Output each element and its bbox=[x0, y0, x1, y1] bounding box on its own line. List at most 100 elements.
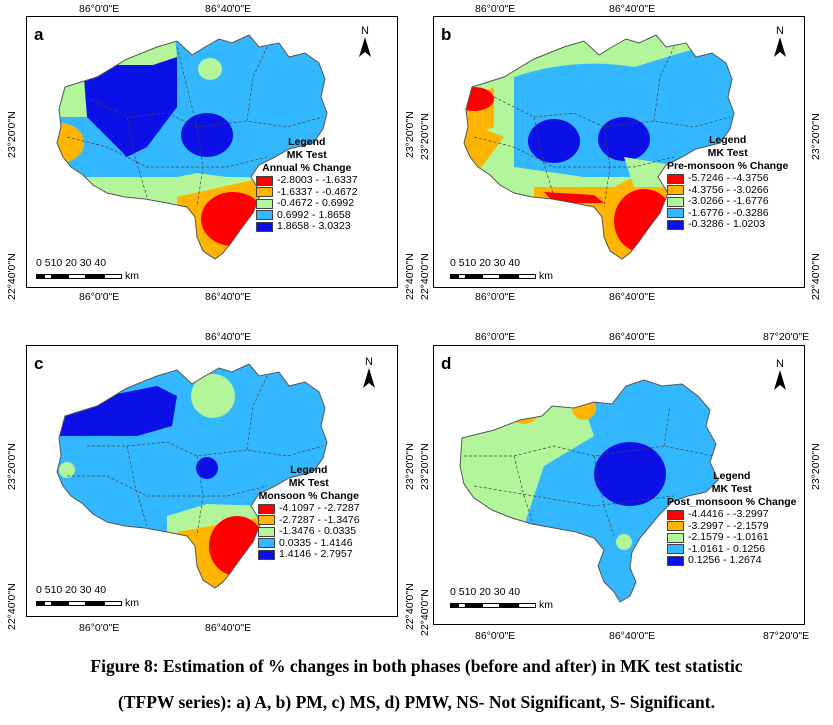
lon-tick: 86°0'0"E bbox=[475, 630, 516, 642]
scale-unit: km bbox=[539, 599, 553, 611]
legend-title: Legend bbox=[713, 470, 751, 482]
legend-swatch bbox=[258, 549, 275, 560]
legend-swatch bbox=[667, 208, 684, 219]
legend-b: Legend MK Test Pre-monsoon % Change -5.7… bbox=[667, 134, 788, 231]
lon-tick: 86°0'0"E bbox=[475, 3, 516, 15]
north-arrow: N bbox=[769, 358, 791, 395]
lat-tick: 23°20'0"N bbox=[810, 113, 822, 160]
north-arrow: N bbox=[769, 25, 791, 62]
legend-range: 0.0335 - 1.4146 bbox=[279, 536, 353, 549]
legend-swatch bbox=[256, 187, 273, 198]
scale-bar: 0 510 20 30 40 km bbox=[36, 584, 139, 609]
north-label: N bbox=[365, 356, 373, 368]
legend-item: -1.6776 - -0.3286 bbox=[667, 207, 788, 220]
lat-tick: 23°20'0"N bbox=[6, 111, 18, 158]
lon-tick: 86°40'0"E bbox=[205, 622, 252, 634]
scale-unit: km bbox=[539, 270, 553, 282]
legend-item: -0.3286 - 1.0203 bbox=[667, 218, 788, 231]
north-label: N bbox=[361, 25, 369, 37]
legend-range: -4.1097 - -2.7287 bbox=[279, 502, 360, 514]
lon-tick: 86°40'0"E bbox=[609, 630, 656, 642]
panel-d: d N Legend MK Test Post_monsoon % Change… bbox=[433, 345, 805, 625]
legend-swatch bbox=[667, 219, 684, 230]
legend-variable: Annual % Change bbox=[262, 162, 352, 174]
map-c bbox=[56, 363, 328, 589]
legend-subtitle: MK Test bbox=[286, 149, 327, 161]
legend-swatch bbox=[258, 526, 275, 537]
legend-d: Legend MK Test Post_monsoon % Change -4.… bbox=[667, 470, 797, 567]
north-arrow-icon bbox=[363, 368, 375, 388]
panel-label: d bbox=[441, 354, 452, 373]
legend-item: -3.2997 - -2.1579 bbox=[667, 520, 797, 533]
scale-bar: 0 510 20 30 40 km bbox=[36, 257, 139, 282]
legend-swatch bbox=[667, 185, 684, 196]
lon-tick: 86°40'0"E bbox=[205, 331, 252, 343]
legend-swatch bbox=[667, 555, 684, 566]
lon-tick: 86°0'0"E bbox=[79, 3, 120, 15]
panel-label: a bbox=[34, 25, 44, 44]
map-b bbox=[463, 34, 735, 260]
north-label: N bbox=[776, 358, 784, 370]
legend-range: -1.6337 - -0.4672 bbox=[277, 185, 358, 198]
legend-item: -5.7246 - -4.3756 bbox=[667, 172, 788, 185]
legend-range: -2.7287 - -1.3476 bbox=[279, 513, 360, 526]
lat-tick: 23°20'0"N bbox=[810, 443, 822, 490]
legend-range: -2.1579 - -1.0161 bbox=[688, 531, 769, 543]
legend-range: -0.3286 - 1.0203 bbox=[688, 218, 766, 230]
north-label: N bbox=[776, 25, 784, 37]
legend-swatch bbox=[667, 532, 684, 543]
lat-tick: 22°40'0"N bbox=[404, 583, 416, 630]
lat-tick: 23°20'0"N bbox=[419, 443, 431, 490]
legend-title: Legend bbox=[709, 134, 747, 146]
legend-range: -4.4416 - -3.2997 bbox=[688, 508, 769, 520]
legend-range: -5.7246 - -4.3756 bbox=[688, 172, 769, 184]
legend-swatch bbox=[256, 221, 273, 232]
legend-item: -2.8003 - -1.6337 bbox=[256, 174, 358, 187]
north-arrow-icon bbox=[774, 370, 786, 390]
panel-a: a N Legend MK Test Annual % Change -2.80… bbox=[26, 16, 398, 288]
legend-range: -1.0161 - 0.1256 bbox=[688, 542, 766, 555]
legend-item: 0.6992 - 1.8658 bbox=[256, 208, 358, 222]
figure-caption-line-1: Figure 8: Estimation of % changes in bot… bbox=[90, 656, 743, 676]
lat-tick: 22°40'0"N bbox=[6, 583, 18, 630]
legend-range: -3.0266 - -1.6776 bbox=[688, 195, 769, 207]
legend-range: 0.6992 - 1.8658 bbox=[277, 208, 351, 221]
lon-tick: 87°20'0"E bbox=[763, 630, 810, 642]
figure-caption-line-2: (TFPW series): a) A, b) PM, c) MS, d) PM… bbox=[118, 692, 715, 712]
legend-item: -1.0161 - 0.1256 bbox=[667, 542, 797, 556]
north-arrow-icon bbox=[774, 37, 786, 57]
legend-title: Legend bbox=[288, 136, 326, 148]
lat-tick: 22°40'0"N bbox=[404, 253, 416, 300]
legend-swatch bbox=[256, 210, 273, 221]
legend-item: -3.0266 - -1.6776 bbox=[667, 195, 788, 208]
lat-tick: 22°40'0"N bbox=[810, 253, 822, 300]
legend-item: -2.1579 - -1.0161 bbox=[667, 531, 797, 544]
legend-c: Legend MK Test Monsoon % Change -4.1097 … bbox=[258, 464, 360, 561]
legend-range: 1.8658 - 3.0323 bbox=[277, 220, 351, 232]
lat-tick: 23°20'0"N bbox=[404, 443, 416, 490]
legend-swatch bbox=[258, 538, 275, 549]
scale-numbers: 0 510 20 30 40 bbox=[450, 586, 521, 598]
lon-tick: 86°40'0"E bbox=[609, 3, 656, 15]
lon-tick: 86°0'0"E bbox=[79, 291, 120, 303]
legend-item: -4.1097 - -2.7287 bbox=[258, 502, 360, 515]
north-arrow: N bbox=[354, 25, 376, 62]
lat-tick: 22°40'0"N bbox=[6, 253, 18, 300]
legend-range: 1.4146 - 2.7957 bbox=[279, 548, 353, 560]
legend-item: -0.4672 - 0.6992 bbox=[256, 197, 358, 210]
lon-tick: 87°20'0"E bbox=[763, 331, 810, 343]
legend-swatch bbox=[667, 173, 684, 184]
panel-label: c bbox=[34, 354, 44, 373]
legend-range: -0.4672 - 0.6992 bbox=[277, 197, 355, 209]
lat-tick: 23°20'0"N bbox=[419, 113, 431, 160]
lon-tick: 86°0'0"E bbox=[475, 291, 516, 303]
scale-bar: 0 510 20 30 40 km bbox=[450, 586, 553, 611]
legend-subtitle: MK Test bbox=[707, 147, 748, 159]
legend-item: -1.3476 - 0.0335 bbox=[258, 525, 360, 538]
lat-tick: 22°40'0"N bbox=[419, 253, 431, 300]
legend-variable: Monsoon % Change bbox=[258, 490, 359, 502]
legend-swatch bbox=[258, 503, 275, 514]
scale-numbers: 0 510 20 30 40 bbox=[36, 257, 107, 269]
legend-swatch bbox=[256, 175, 273, 186]
legend-range: -1.3476 - 0.0335 bbox=[279, 525, 357, 537]
